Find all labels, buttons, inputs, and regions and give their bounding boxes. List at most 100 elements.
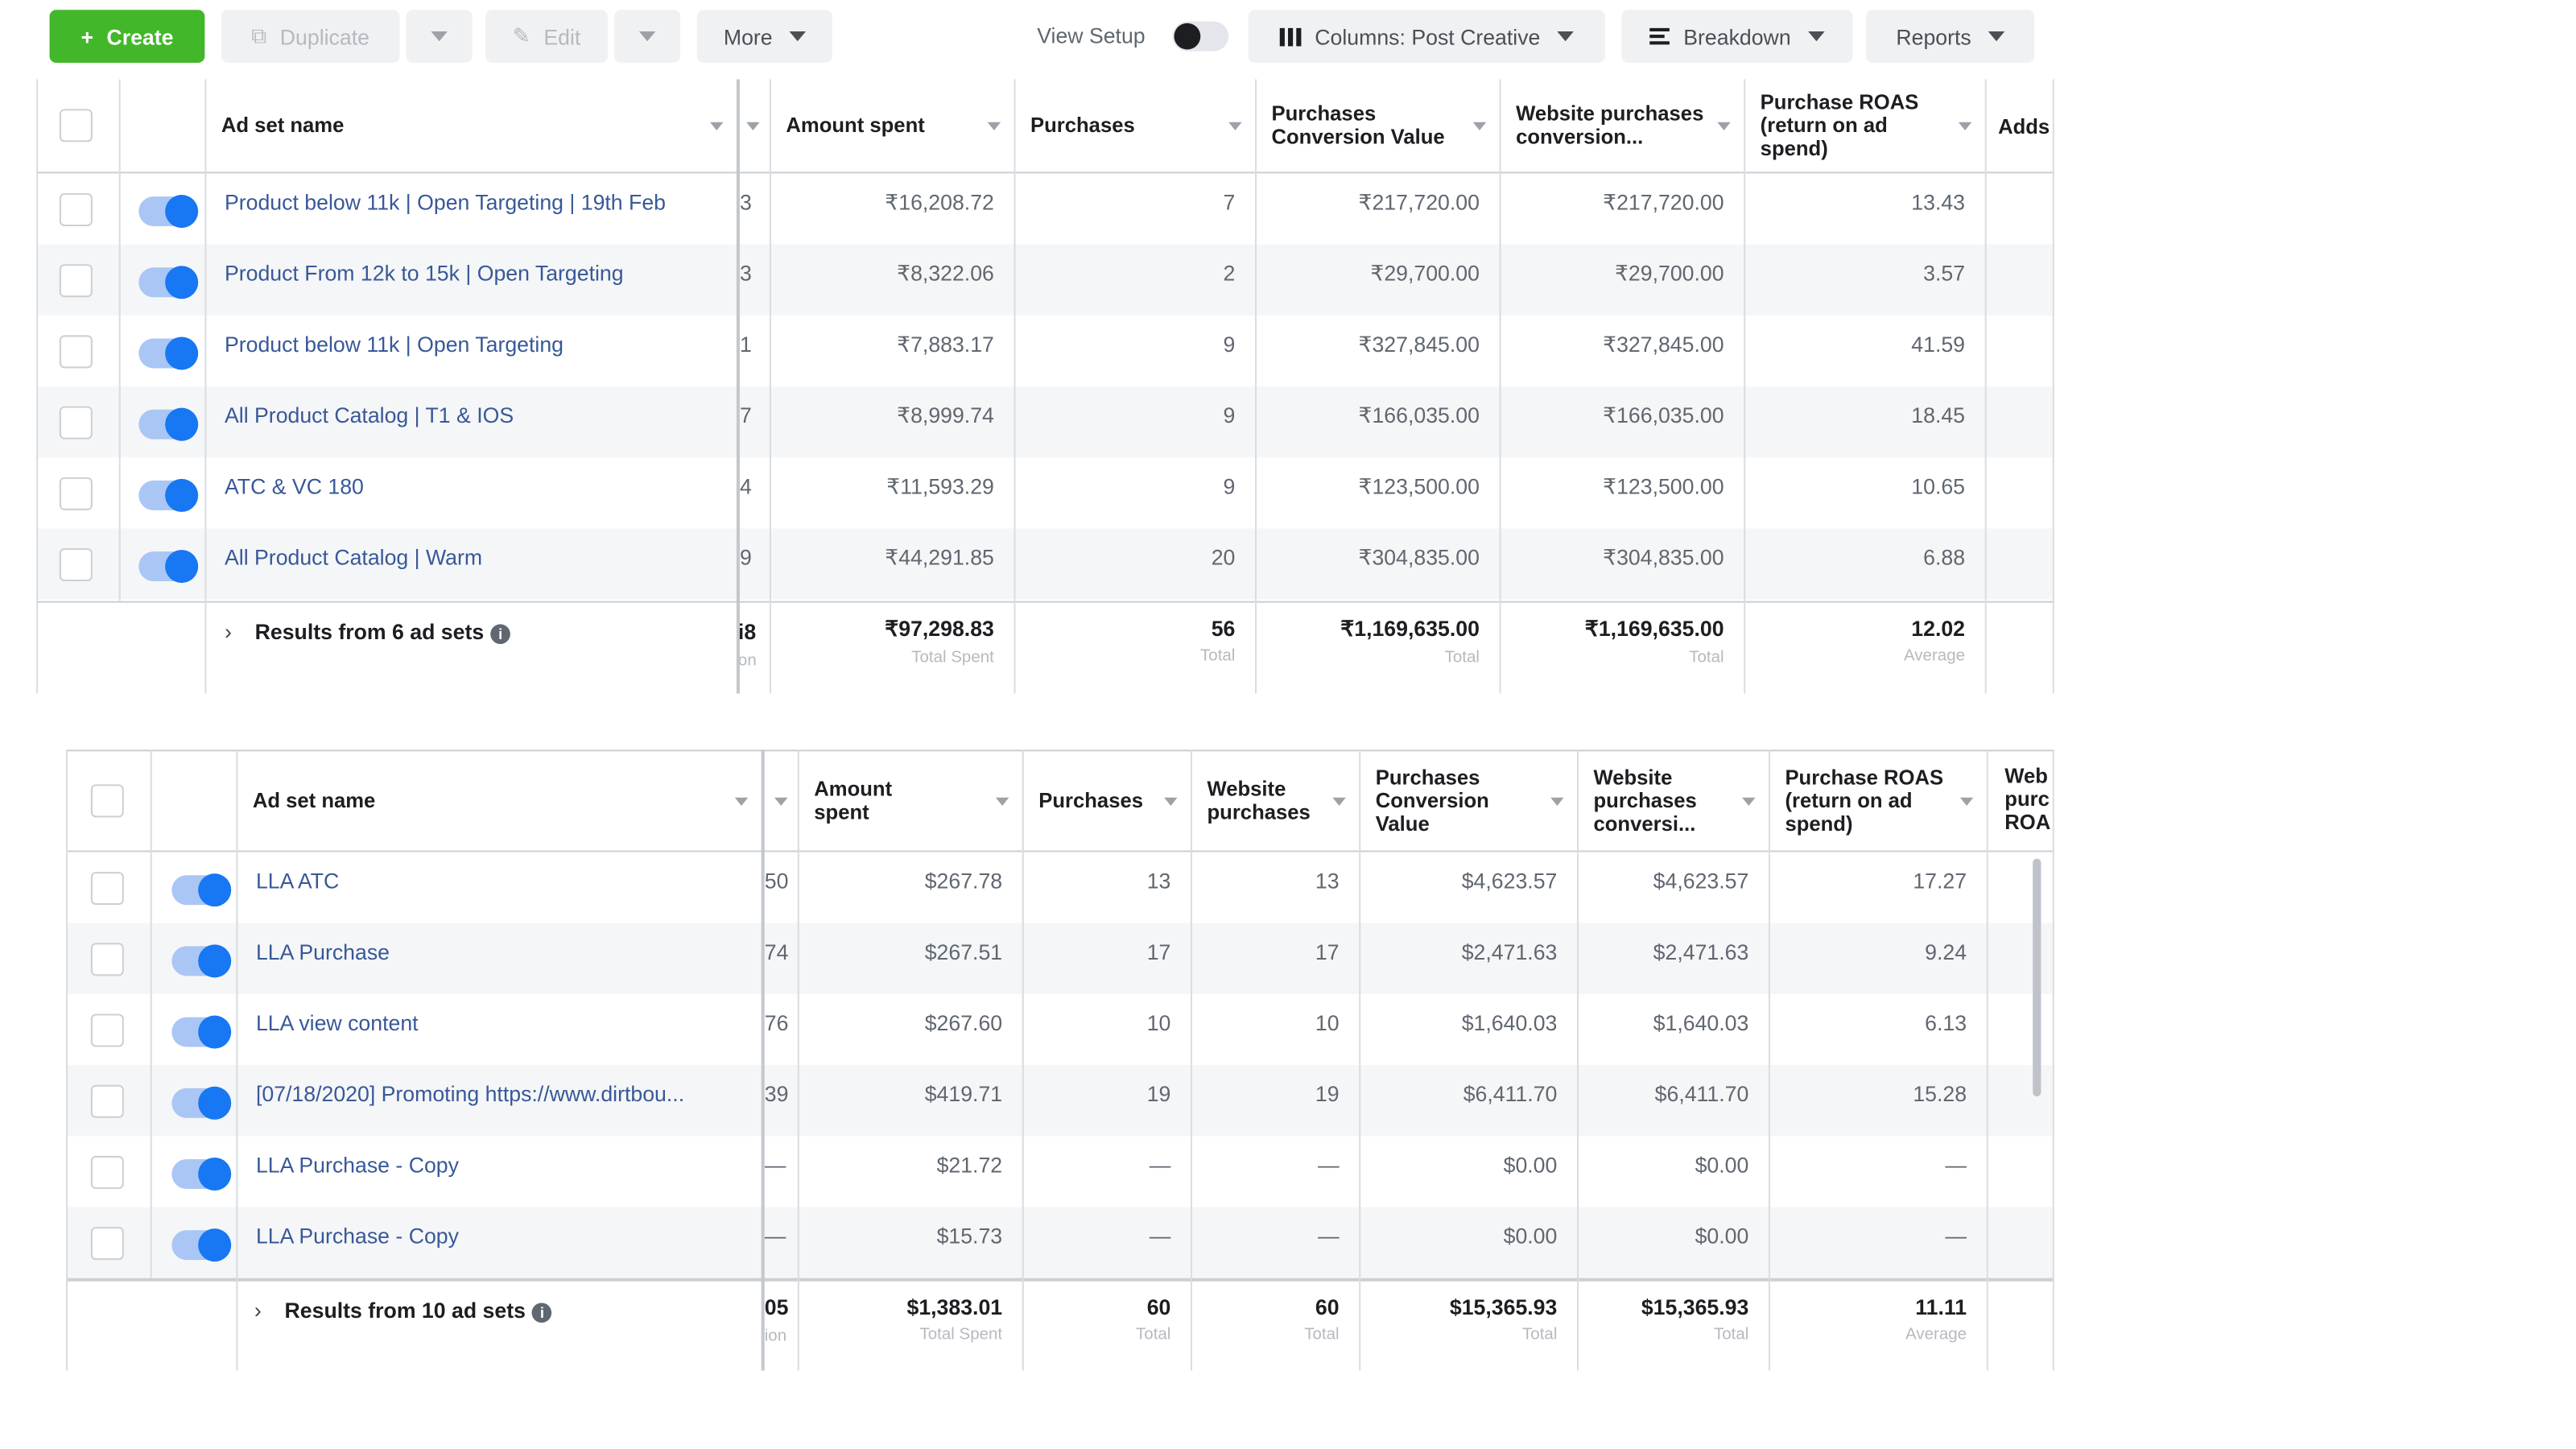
col-header-purchase-roas[interactable]: Purchase ROAS (return on ad spend) (1744, 79, 1984, 171)
website-purchases-cell: — (1317, 1224, 1340, 1249)
ad-set-toggle[interactable] (171, 1157, 232, 1191)
edit-button[interactable]: ✎ Edit (485, 10, 608, 63)
col-header-website-purchases[interactable]: Website purchases (1191, 751, 1359, 850)
ad-set-toggle[interactable] (171, 944, 232, 978)
ad-set-toggle[interactable] (171, 1086, 232, 1120)
table-row[interactable]: LLA ATC 50 $267.78 13 13 $4,623.57 $4,623.57 17… (66, 852, 2054, 923)
website-purchases-cell: 13 (1315, 868, 1340, 894)
col-header-hidden[interactable] (737, 79, 770, 171)
table-row[interactable]: LLA view content 76 $267.60 10 10 $1,640.03 $1… (66, 994, 2054, 1065)
ad-set-name-link[interactable]: Product below 11k | Open Targeting | 19t… (224, 189, 667, 215)
purchases-cell: 20 (1211, 544, 1236, 570)
breakdown-button[interactable]: Breakdown (1621, 10, 1853, 63)
ad-set-name-link[interactable]: LLA Purchase (255, 939, 390, 964)
duplicate-dropdown[interactable] (406, 10, 473, 63)
columns-button[interactable]: Columns: Post Creative (1248, 10, 1605, 63)
results-summary[interactable]: › Results from 10 ad sets i (254, 1298, 552, 1323)
col-header-purchase-roas[interactable]: Purchase ROAS (return on ad spend) (1769, 751, 1987, 850)
ad-set-name-link[interactable]: [07/18/2020] Promoting https://www.dirtb… (255, 1081, 685, 1107)
ad-set-toggle[interactable] (138, 550, 199, 584)
col-header-ad-set-name[interactable]: Ad set name (204, 79, 737, 171)
roas-cell: 17.27 (1913, 868, 1967, 894)
select-all-checkbox[interactable] (59, 109, 93, 142)
ad-set-name-link[interactable]: Product From 12k to 15k | Open Targeting (224, 261, 624, 286)
vertical-scrollbar[interactable] (2033, 858, 2041, 1097)
col-header-truncated: Web purc ROA (2004, 764, 2051, 834)
create-button[interactable]: + Create (49, 10, 205, 63)
ad-set-name-link[interactable]: ATC & VC 180 (224, 473, 364, 499)
ad-set-name-link[interactable]: Product below 11k | Open Targeting (224, 332, 564, 357)
results-summary[interactable]: › Results from 6 ad sets i (225, 619, 510, 644)
caret-down-icon (1556, 31, 1574, 42)
row-checkbox[interactable] (59, 406, 93, 440)
row-checkbox[interactable] (59, 335, 93, 369)
ad-set-name-link[interactable]: All Product Catalog | Warm (224, 544, 483, 570)
footer-purchases: 56 Total (1013, 603, 1254, 696)
create-label: Create (106, 23, 174, 49)
col-header-website-purchases-conversion[interactable]: Website purchases conversi... (1577, 751, 1769, 850)
footer-sub: Total (1689, 649, 1724, 667)
duplicate-button[interactable]: ⧉ Duplicate (221, 10, 400, 63)
footer-value: 11.11 (1915, 1294, 1967, 1319)
ad-set-toggle[interactable] (138, 478, 199, 512)
ad-set-toggle[interactable] (138, 266, 199, 299)
truncated-cell: 1 (739, 332, 752, 357)
edit-dropdown[interactable] (614, 10, 681, 63)
row-checkbox[interactable] (90, 943, 124, 976)
truncated-cell: 74 (764, 939, 789, 964)
col-header-purchases[interactable]: Purchases (1022, 751, 1191, 850)
footer-sub: Total Spent (919, 1326, 1003, 1344)
amount-spent-cell: ₹7,883.17 (897, 332, 994, 357)
select-all-checkbox[interactable] (90, 784, 124, 818)
table-row[interactable]: [07/18/2020] Promoting https://www.dirtb… (66, 1065, 2054, 1137)
ad-set-toggle[interactable] (171, 1228, 232, 1262)
ad-set-name-link[interactable]: All Product Catalog | T1 & IOS (224, 402, 514, 428)
row-checkbox[interactable] (59, 193, 93, 227)
ad-set-toggle[interactable] (171, 1015, 232, 1049)
grid-line (36, 79, 39, 694)
row-checkbox[interactable] (59, 548, 93, 582)
table-row[interactable]: LLA Purchase - Copy — $15.73 — — $0.00 $0.00 — (66, 1207, 2054, 1278)
truncated-cell: 76 (764, 1010, 789, 1036)
col-header-purchases-conversion-value[interactable]: Purchases Conversion Value (1255, 79, 1500, 171)
more-button[interactable]: More (696, 10, 832, 63)
table-row[interactable]: LLA Purchase - Copy — $21.72 — — $0.00 $0.00 — (66, 1136, 2054, 1207)
ad-set-name-link[interactable]: LLA Purchase - Copy (255, 1224, 459, 1249)
ad-set-toggle[interactable] (138, 195, 199, 229)
row-checkbox[interactable] (90, 1155, 124, 1189)
footer-sub: Total Spent (911, 649, 994, 667)
ad-set-name-link[interactable]: LLA ATC (255, 868, 340, 894)
ad-set-toggle[interactable] (138, 407, 199, 441)
col-header-hidden[interactable] (762, 751, 798, 850)
table-row[interactable]: LLA Purchase 74 $267.51 17 17 $2,471.63 $2,471… (66, 923, 2054, 994)
ad-set-toggle[interactable] (171, 873, 232, 907)
amount-spent-cell: ₹11,593.29 (886, 473, 994, 499)
row-checkbox[interactable] (90, 1013, 124, 1047)
row-checkbox[interactable] (59, 264, 93, 298)
ad-set-name-link[interactable]: LLA Purchase - Copy (255, 1152, 459, 1178)
row-checkbox[interactable] (90, 872, 124, 906)
view-setup-toggle[interactable] (1172, 21, 1229, 52)
table-row[interactable]: Product below 11k | Open Targeting | 19t… (36, 173, 2054, 244)
col-header-amount-spent[interactable]: Amount spent (798, 751, 1022, 850)
table-row[interactable]: Product From 12k to 15k | Open Targeting… (36, 244, 2054, 316)
col-header-purchases-conversion-value[interactable]: Purchases Conversion Value (1359, 751, 1577, 850)
reports-button[interactable]: Reports (1865, 10, 2035, 63)
amount-spent-cell: $15.73 (936, 1224, 1003, 1249)
row-checkbox[interactable] (59, 477, 93, 510)
row-checkbox[interactable] (90, 1227, 124, 1261)
website-conversion-cell: $0.00 (1695, 1224, 1749, 1249)
table-row[interactable]: Product below 11k | Open Targeting 1 ₹7,88… (36, 316, 2054, 386)
col-header-website-purchases-conversion[interactable]: Website purchases conversion... (1500, 79, 1744, 171)
col-header-ad-set-name[interactable]: Ad set name (236, 751, 761, 850)
ad-set-name-link[interactable]: LLA view content (255, 1010, 419, 1036)
table-row[interactable]: All Product Catalog | T1 & IOS 7 ₹8,999.74… (36, 386, 2054, 458)
col-header-amount-spent[interactable]: Amount spent (770, 79, 1014, 171)
footer-roas: 11.11 Average (1769, 1282, 1987, 1374)
table-row[interactable]: All Product Catalog | Warm 9 ₹44,291.85 20 ₹… (36, 528, 2054, 600)
table-row[interactable]: ATC & VC 180 4 ₹11,593.29 9 ₹123,500.00 ₹123,… (36, 457, 2054, 528)
ad-set-toggle[interactable] (138, 336, 199, 370)
row-checkbox[interactable] (90, 1084, 124, 1118)
footer-sub: Total (1136, 1326, 1171, 1344)
col-header-purchases[interactable]: Purchases (1013, 79, 1254, 171)
